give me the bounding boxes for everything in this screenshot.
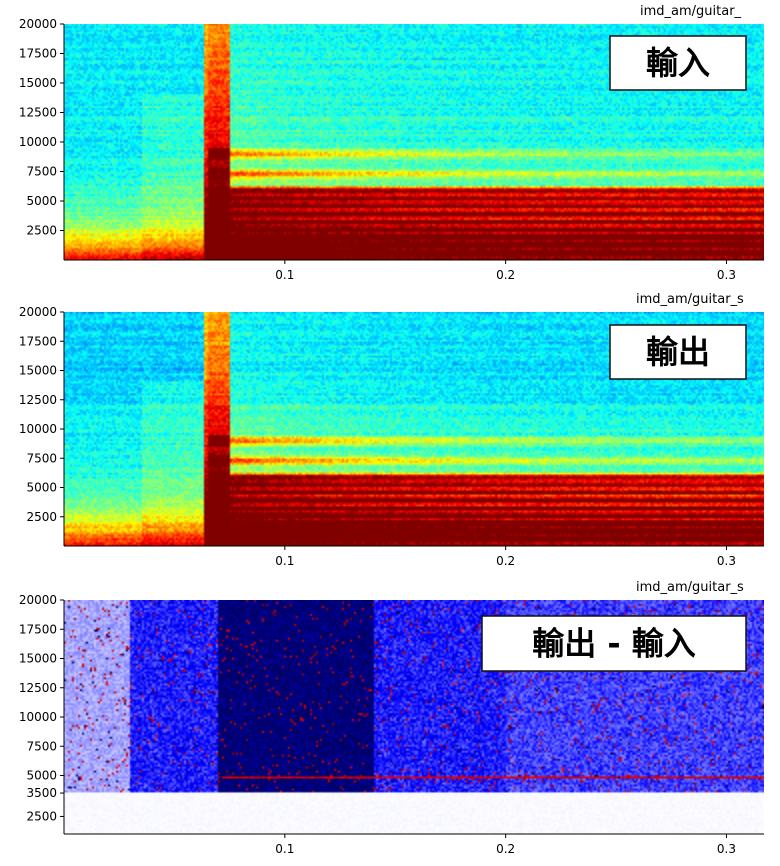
y-tick-label: 5000 bbox=[26, 769, 57, 783]
y-tick-label: 15000 bbox=[19, 652, 57, 666]
y-tick-label: 10000 bbox=[19, 135, 57, 149]
y-tick-label: 7500 bbox=[26, 165, 57, 179]
spectrogram-panel-3: 2500 3500 5000 7500 10000 12500 15000 17500 2000… bbox=[19, 580, 764, 856]
y-tick-label: 2500 bbox=[26, 224, 57, 238]
y-tick-label: 7500 bbox=[26, 451, 57, 465]
x-tick-label: 0.1 bbox=[275, 268, 294, 282]
y-tick-label: 2500 bbox=[26, 510, 57, 524]
panel-label-text: 輸入 bbox=[646, 44, 710, 82]
y-tick-label: 3500 bbox=[26, 786, 57, 800]
panel-label-box bbox=[609, 324, 747, 380]
x-tick-label: 0.3 bbox=[717, 842, 736, 856]
x-tick-label: 0.1 bbox=[275, 554, 294, 568]
spectrogram-panel-2: 2500 5000 7500 10000 12500 15000 17500 20000 0.1… bbox=[19, 292, 764, 568]
y-tick-label: 17500 bbox=[19, 622, 57, 636]
panel-title: imd_am/guitar_s bbox=[636, 580, 744, 595]
y-tick-label: 10000 bbox=[19, 422, 57, 436]
y-tick-label: 2500 bbox=[26, 809, 57, 823]
spectrogram-panel-1: 2500 5000 7500 10000 12500 15000 17500 20000 0.1… bbox=[19, 4, 764, 282]
x-tick-label: 0.3 bbox=[717, 554, 736, 568]
y-tick-label: 20000 bbox=[19, 593, 57, 607]
panel-label-box bbox=[609, 35, 747, 91]
y-tick-label: 7500 bbox=[26, 739, 57, 753]
panel-label-box bbox=[481, 615, 747, 672]
y-tick-label: 12500 bbox=[19, 393, 57, 407]
x-tick-label: 0.1 bbox=[275, 842, 294, 856]
panel-title: imd_am/guitar_s bbox=[636, 292, 744, 307]
panel-label-text: 輸出 bbox=[646, 333, 710, 371]
y-tick-label: 12500 bbox=[19, 681, 57, 695]
y-tick-label: 20000 bbox=[19, 305, 57, 319]
y-tick-label: 15000 bbox=[19, 364, 57, 378]
x-tick-label: 0.3 bbox=[717, 268, 736, 282]
x-tick-label: 0.2 bbox=[496, 554, 515, 568]
x-tick-label: 0.2 bbox=[496, 842, 515, 856]
y-tick-label: 10000 bbox=[19, 710, 57, 724]
panel-label-text: 輸出 - 輸入 bbox=[532, 625, 696, 663]
y-tick-label: 5000 bbox=[26, 194, 57, 208]
panel-title: imd_am/guitar_ bbox=[640, 4, 742, 19]
y-tick-label: 20000 bbox=[19, 17, 57, 31]
x-tick-label: 0.2 bbox=[496, 268, 515, 282]
y-tick-label: 5000 bbox=[26, 481, 57, 495]
y-tick-label: 12500 bbox=[19, 106, 57, 120]
y-tick-label: 15000 bbox=[19, 76, 57, 90]
y-tick-label: 17500 bbox=[19, 47, 57, 61]
y-tick-label: 17500 bbox=[19, 334, 57, 348]
